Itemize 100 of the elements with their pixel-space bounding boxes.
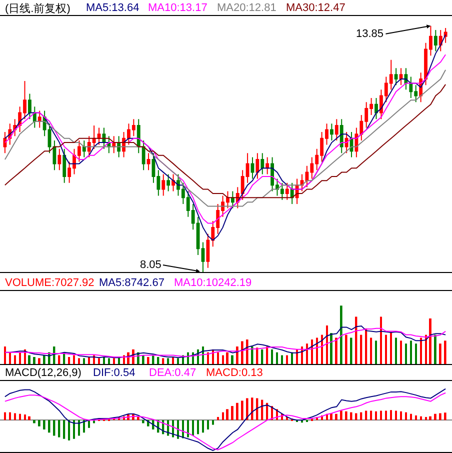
bar (33, 420, 36, 424)
bar (340, 306, 342, 364)
bar (321, 334, 323, 364)
candlestick (399, 68, 403, 86)
bar (276, 352, 278, 364)
bar (43, 355, 46, 364)
bar (335, 338, 338, 364)
bar (88, 356, 90, 364)
bar (390, 332, 392, 364)
bar (226, 352, 228, 364)
bar (429, 318, 432, 364)
bar (311, 339, 313, 364)
series-label: MACD:0.13 (206, 367, 263, 379)
bar (192, 420, 194, 436)
bar (246, 398, 248, 420)
bar (281, 355, 283, 364)
bar (400, 411, 402, 420)
bar (395, 338, 397, 364)
bar (217, 352, 219, 364)
bar (266, 346, 268, 364)
bar (222, 355, 224, 364)
bar (78, 420, 80, 436)
text: MA20:12.81 (217, 2, 276, 14)
bar (326, 325, 328, 364)
bar (78, 358, 80, 364)
bar (420, 338, 422, 364)
bar (370, 410, 372, 420)
bar (444, 340, 446, 364)
bar (207, 420, 209, 430)
bar (415, 415, 417, 420)
bar (241, 341, 244, 364)
bar (385, 334, 387, 364)
bar (33, 356, 36, 364)
bar (429, 416, 432, 420)
bar (38, 420, 40, 426)
bar (147, 356, 150, 364)
bar (380, 316, 382, 364)
candlestick (32, 106, 36, 128)
text: DEA:0.47 (149, 367, 196, 379)
bar (4, 346, 6, 364)
candlestick (250, 156, 254, 180)
bar (375, 340, 377, 364)
bar (360, 412, 362, 420)
bar (400, 340, 402, 364)
bar (335, 414, 338, 420)
bar (108, 358, 110, 364)
bar (53, 420, 56, 436)
candlestick (266, 156, 270, 175)
bar (142, 420, 144, 424)
text: MA10:13.17 (148, 2, 208, 14)
bar (48, 420, 50, 433)
bar (103, 356, 105, 364)
bar (241, 400, 244, 420)
bar (73, 355, 75, 364)
candlestick (172, 174, 175, 192)
text: MA10:10242.19 (174, 277, 252, 289)
bar (202, 420, 204, 433)
bar (316, 338, 318, 364)
bar (434, 334, 436, 364)
annotation: 8.05 (140, 259, 162, 271)
bar (162, 358, 164, 364)
bar (68, 420, 70, 440)
candlestick (230, 190, 234, 209)
bar (345, 411, 348, 420)
bar (14, 355, 16, 364)
bar (261, 349, 264, 364)
bar (410, 414, 412, 420)
bar (370, 338, 372, 364)
bar (365, 410, 368, 420)
bar (217, 416, 219, 420)
bar (172, 356, 174, 364)
candlestick (136, 118, 140, 154)
bar (14, 413, 16, 420)
candlestick (58, 148, 62, 171)
bar (425, 416, 427, 420)
bar (19, 352, 21, 364)
bar (236, 402, 238, 420)
bar (246, 339, 248, 364)
candlestick (28, 93, 32, 120)
bar (410, 340, 412, 364)
annotation: 13.85 (356, 28, 384, 40)
bar (83, 420, 85, 433)
bar (415, 344, 417, 364)
candlestick (162, 174, 166, 196)
bar (385, 410, 387, 420)
candlestick (97, 127, 101, 146)
candlestick (62, 148, 66, 184)
bar (4, 412, 6, 420)
candlestick (38, 110, 42, 128)
bar (355, 413, 358, 420)
bar (444, 412, 446, 420)
bar (439, 344, 442, 364)
bar (405, 344, 407, 364)
bar (212, 420, 214, 425)
bar (9, 352, 11, 364)
candlestick (117, 136, 121, 158)
bar (330, 333, 332, 364)
bar (390, 410, 392, 420)
bar (222, 412, 224, 420)
candlestick (285, 182, 289, 200)
